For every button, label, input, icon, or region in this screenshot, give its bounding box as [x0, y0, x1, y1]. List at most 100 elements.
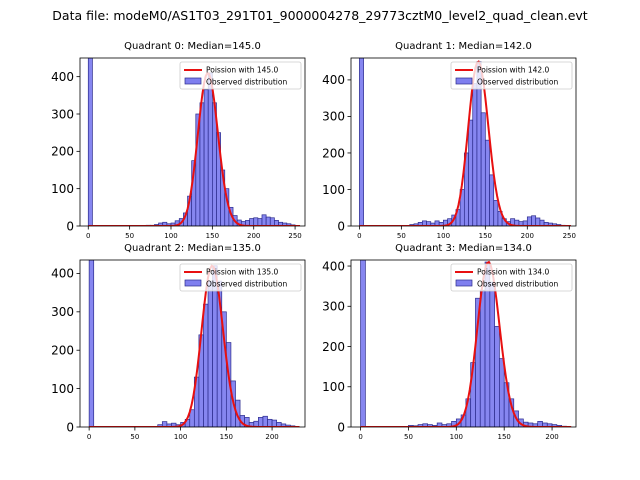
legend-observed-label: Observed distribution — [206, 280, 287, 289]
legend-observed-swatch — [184, 279, 202, 287]
legend-box — [450, 61, 573, 90]
quadrant-3-panel: Quadrant 3: Median=134.0 0 100 200 300 400 0 50… — [322, 243, 577, 441]
histogram-bar — [468, 119, 474, 226]
quadrant-1-legend: Poission with 142.0 Observed distribution — [450, 61, 573, 90]
quadrant-0-legend: Poission with 145.0 Observed distribution — [179, 61, 302, 90]
y-tick-label: 400 — [51, 267, 74, 281]
quadrant-3-title: Quadrant 3: Median=134.0 — [395, 243, 532, 254]
histogram-bar — [479, 289, 486, 427]
quadrant-0-title: Quadrant 0: Median=145.0 — [124, 41, 261, 52]
y-tick-label: 0 — [66, 219, 74, 233]
x-tick-label: 0 — [86, 232, 90, 240]
x-tick-label: 200 — [247, 232, 260, 240]
quadrant-3-legend: Poission with 134.0 Observed distribution — [450, 263, 573, 292]
x-tick-label: 0 — [358, 433, 362, 441]
histogram-bar — [472, 83, 478, 226]
histogram-bar — [359, 58, 364, 226]
quadrant-3-axes-frame — [350, 259, 577, 428]
histogram-bar — [489, 281, 495, 427]
quadrant-1-title: Quadrant 1: Median=142.0 — [395, 41, 532, 52]
legend-poisson-label: Poission with 134.0 — [477, 268, 550, 277]
x-tick-label: 250 — [563, 232, 576, 240]
histogram-bar — [262, 415, 268, 427]
y-tick-label: 100 — [51, 382, 74, 396]
histogram-bar — [265, 216, 271, 226]
legend-observed-label: Observed distribution — [477, 78, 558, 87]
histogram-bar — [257, 218, 263, 226]
x-tick-label: 150 — [220, 433, 233, 441]
y-tick-label: 0 — [66, 420, 74, 434]
x-tick-label: 0 — [87, 433, 91, 441]
y-tick-label: 400 — [51, 70, 74, 84]
y-tick-label: 300 — [51, 305, 74, 319]
y-tick-label: 200 — [322, 340, 345, 354]
histogram-bar — [258, 417, 264, 427]
histogram-bar — [526, 216, 532, 226]
x-tick-label: 200 — [545, 433, 558, 441]
y-tick-label: 300 — [322, 110, 345, 124]
histogram-bar — [203, 89, 209, 226]
legend-observed-swatch — [184, 77, 202, 85]
poisson-curve — [88, 71, 301, 226]
histogram-bar — [269, 217, 275, 226]
quadrant-1-axes-frame — [350, 57, 577, 227]
y-tick-label: 100 — [51, 182, 74, 196]
legend-observed-label: Observed distribution — [206, 78, 287, 87]
x-tick-label: 200 — [521, 232, 534, 240]
x-tick-label: 50 — [130, 433, 139, 441]
x-tick-label: 0 — [357, 232, 361, 240]
histogram-bar — [499, 358, 505, 427]
histogram-bar — [480, 112, 486, 226]
y-tick-label: 0 — [337, 219, 345, 233]
quadrant-0-panel: Quadrant 0: Median=145.0 0 100 200 300 400 0 50… — [51, 41, 306, 240]
quadrant-1-panel: Quadrant 1: Median=142.0 0 100 200 300 400 0 50… — [322, 41, 577, 240]
figure-suptitle: Data file: modeM0/AS1T03_291T01_90000042… — [52, 8, 587, 23]
histogram-bar — [207, 280, 213, 427]
legend-poisson-label: Poission with 145.0 — [206, 66, 279, 75]
histogram-bar — [489, 174, 495, 226]
histogram-bar — [360, 260, 366, 427]
histogram-bar — [199, 102, 205, 226]
x-tick-label: 150 — [479, 232, 492, 240]
quadrant-2-legend: Poission with 135.0 Observed distribution — [179, 263, 302, 292]
legend-poisson-label: Poission with 135.0 — [206, 268, 279, 277]
y-tick-label: 100 — [322, 380, 345, 394]
y-tick-label: 300 — [322, 300, 345, 314]
y-tick-label: 200 — [51, 344, 74, 358]
histogram-bar — [88, 260, 95, 427]
histogram-bar — [261, 214, 267, 226]
legend-observed-swatch — [455, 279, 473, 287]
y-tick-label: 200 — [322, 146, 345, 160]
x-tick-label: 250 — [288, 232, 301, 240]
x-tick-label: 50 — [397, 232, 406, 240]
x-tick-label: 50 — [125, 232, 134, 240]
x-tick-label: 200 — [265, 433, 278, 441]
histogram-bar — [249, 218, 255, 226]
poisson-curve — [359, 60, 571, 226]
legend-box — [179, 263, 302, 292]
quadrant-2-panel: Quadrant 2: Median=135.0 0 100 200 300 400 0 50… — [51, 243, 306, 441]
x-tick-label: 100 — [164, 232, 177, 240]
histogram-bar — [267, 418, 273, 427]
legend-observed-swatch — [455, 77, 473, 85]
histogram-bar — [484, 139, 490, 226]
y-tick-label: 300 — [51, 107, 74, 121]
histogram-bar — [493, 200, 499, 226]
histogram-bar — [535, 217, 541, 226]
legend-box — [450, 263, 573, 292]
quadrant-1-bars — [359, 58, 566, 226]
x-tick-label: 100 — [174, 433, 187, 441]
x-tick-label: 100 — [437, 232, 450, 240]
histogram-bar — [494, 326, 500, 427]
histogram-bar — [87, 58, 93, 226]
panels-container: Quadrant 0: Median=145.0 0 100 200 300 400 0 50… — [51, 41, 577, 441]
histogram-bar — [253, 217, 259, 226]
quadrant-2-title: Quadrant 2: Median=135.0 — [124, 243, 261, 254]
legend-poisson-label: Poission with 142.0 — [477, 66, 550, 75]
histogram-bar — [531, 215, 537, 226]
x-tick-label: 150 — [206, 232, 219, 240]
quadrant-0-axes-frame — [79, 57, 306, 227]
quadrant-2-bars — [88, 260, 296, 427]
y-tick-label: 400 — [322, 73, 345, 87]
